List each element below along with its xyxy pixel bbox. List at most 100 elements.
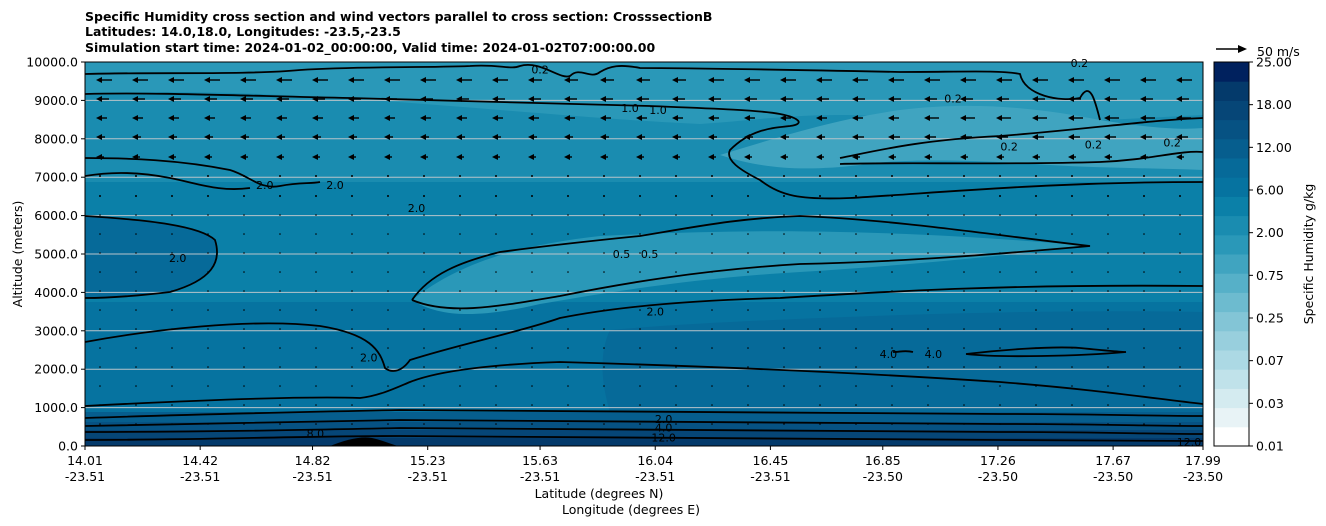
wind-vector: [135, 252, 137, 254]
wind-vector: [672, 96, 685, 102]
wind-vector: [1035, 214, 1037, 216]
wind-vector: [204, 115, 215, 121]
wind-vector: [1071, 252, 1073, 254]
wind-vector: [531, 385, 533, 387]
y-grid-lines: [85, 99, 1203, 409]
wind-vector: [567, 252, 569, 254]
wind-vector: [99, 385, 101, 387]
wind-vector: [207, 233, 209, 235]
wind-vector: [1035, 404, 1037, 406]
wind-vector: [999, 214, 1001, 216]
wind-vector: [168, 77, 184, 83]
wind-vector: [135, 290, 137, 292]
wind-vector: [963, 195, 965, 197]
wind-vector: [171, 423, 173, 425]
wind-vector: [423, 309, 425, 311]
wind-vector: [603, 328, 605, 330]
y-tick-label: 2000.0: [34, 362, 78, 377]
wind-vector: [1176, 154, 1184, 160]
wind-vector: [96, 154, 104, 160]
wind-vector: [675, 328, 677, 330]
wind-vector: [996, 115, 1011, 121]
wind-vector: [711, 271, 713, 273]
wind-vector: [99, 175, 101, 177]
wind-vector: [495, 328, 497, 330]
wind-vector: [1107, 290, 1109, 292]
contour-label: 0.2: [1085, 139, 1103, 152]
wind-vector: [135, 404, 137, 406]
wind-vector: [387, 366, 389, 368]
wind-vector: [423, 328, 425, 330]
wind-vector: [168, 115, 179, 121]
wind-vector: [819, 214, 821, 216]
wind-vector: [888, 154, 896, 160]
wind-vector: [564, 154, 572, 160]
wind-vector: [963, 175, 965, 177]
wind-vector: [456, 115, 467, 121]
wind-vector: [747, 175, 749, 177]
wind-vector: [243, 271, 245, 273]
wind-vector: [963, 328, 965, 330]
wind-vector: [891, 214, 893, 216]
wind-vector: [495, 233, 497, 235]
wind-vector: [819, 290, 821, 292]
wind-vector: [423, 271, 425, 273]
wind-vector: [171, 366, 173, 368]
wind-vector: [1143, 195, 1145, 197]
wind-vector: [783, 271, 785, 273]
wind-vector: [1179, 404, 1181, 406]
wind-vector: [1143, 385, 1145, 387]
humidity-dry-tongue: [412, 231, 1090, 315]
wind-vector: [315, 347, 317, 349]
wind-vector: [819, 423, 821, 425]
quiver-key-arrowhead: [1238, 45, 1247, 53]
wind-vector: [1143, 347, 1145, 349]
wind-vector: [531, 347, 533, 349]
wind-vector: [351, 404, 353, 406]
contour-label: 2.0: [256, 179, 274, 192]
wind-vector: [207, 175, 209, 177]
wind-vector: [888, 115, 899, 121]
wind-vector: [459, 309, 461, 311]
wind-vector: [891, 290, 893, 292]
wind-vector: [1071, 328, 1073, 330]
wind-vector: [135, 233, 137, 235]
wind-vector: [459, 366, 461, 368]
wind-vector: [315, 366, 317, 368]
wind-vector: [279, 385, 281, 387]
x-tick-label-longitude: -23.50: [1093, 469, 1133, 484]
wind-vector: [567, 233, 569, 235]
wind-vector: [639, 366, 641, 368]
wind-vector: [1071, 404, 1073, 406]
contour-label: 0.2: [531, 64, 549, 77]
wind-vector: [531, 271, 533, 273]
wind-vector: [276, 134, 285, 140]
wind-vector: [816, 115, 827, 121]
wind-vector: [528, 134, 537, 140]
contour-label: 0.5: [613, 248, 631, 261]
wind-vector: [1032, 134, 1044, 140]
colorbar-segment: [1214, 81, 1249, 101]
wind-vector: [99, 328, 101, 330]
wind-vector: [708, 154, 716, 160]
wind-vector: [780, 154, 788, 160]
contour-line: [85, 172, 251, 190]
wind-vector: [855, 366, 857, 368]
wind-vector: [276, 154, 284, 160]
wind-vector: [96, 96, 109, 102]
wind-vector: [312, 134, 321, 140]
contour-label: 1.0: [649, 104, 667, 117]
y-axis-label: Altitude (meters): [10, 201, 25, 308]
wind-vector: [891, 252, 893, 254]
x-tick-label-latitude: 17.26: [980, 453, 1016, 468]
wind-vector: [780, 134, 789, 140]
wind-vector: [315, 309, 317, 311]
chart-title-line-3: Simulation start time: 2024-01-02_00:00:…: [85, 40, 655, 56]
wind-vector: [747, 366, 749, 368]
wind-vector: [1143, 175, 1145, 177]
wind-vector: [492, 77, 508, 83]
y-tick-label: 1000.0: [34, 400, 78, 415]
contour-label: 2.0: [169, 252, 187, 265]
wind-vector: [963, 309, 965, 311]
